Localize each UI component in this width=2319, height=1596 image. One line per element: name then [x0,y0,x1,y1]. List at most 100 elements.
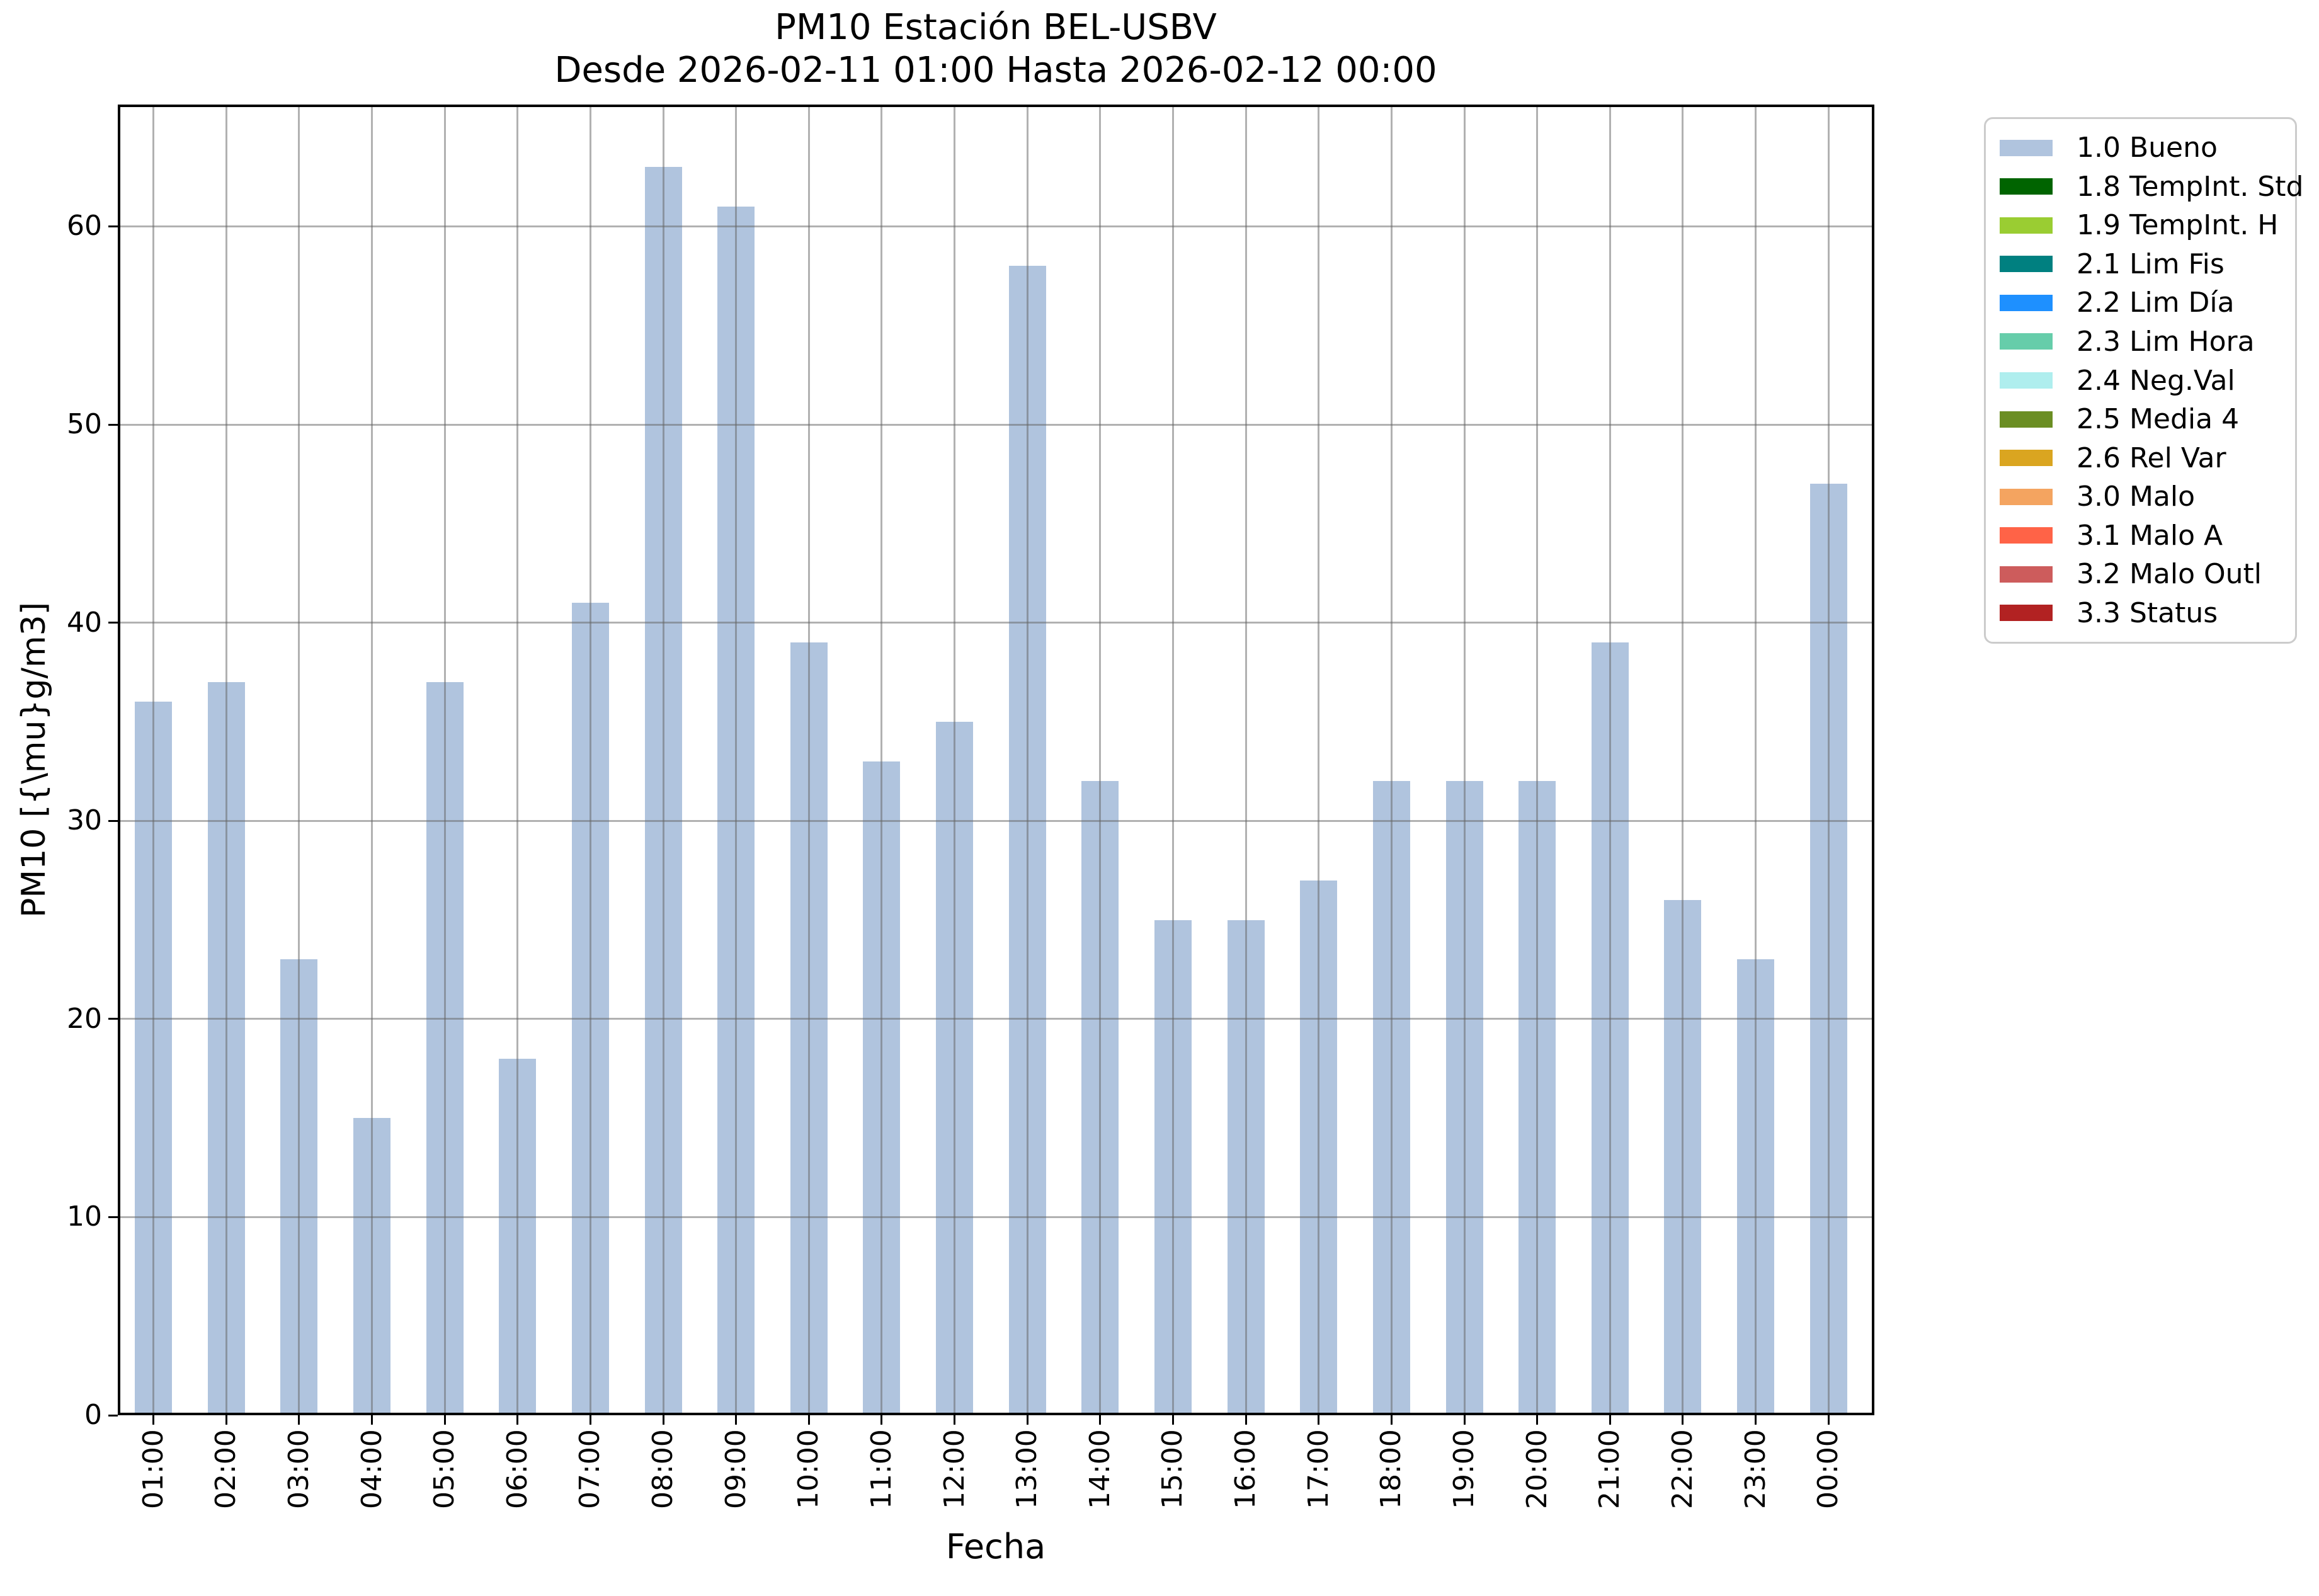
legend-item-11: 3.1 Malo A [1986,516,2295,555]
legend-label: 1.8 TempInt. Std [2077,170,2304,203]
legend-label: 2.1 Lim Fis [2077,248,2225,280]
chart-title: PM10 Estación BEL-USBV Desde 2026-02-11 … [240,6,1752,92]
legend-swatch-icon [2000,527,2053,544]
x-tick-label: 08:00 [647,1429,680,1509]
y-tick [108,225,118,227]
v-gridline [1026,105,1028,1415]
x-tick-label: 07:00 [574,1429,607,1509]
v-gridline [662,105,664,1415]
legend-swatch-icon [2000,411,2053,428]
x-tick-label: 18:00 [1375,1429,1408,1509]
x-tick [1099,1415,1102,1425]
v-gridline [1463,105,1466,1415]
x-tick [954,1415,956,1425]
y-tick-label: 60 [67,210,102,242]
legend-item-9: 2.6 Rel Var [1986,438,2295,477]
legend-swatch-icon [2000,488,2053,505]
legend-label: 3.3 Status [2077,596,2218,629]
y-tick [108,622,118,624]
x-tick [1755,1415,1757,1425]
legend-item-3: 1.9 TempInt. H [1986,206,2295,245]
x-tick [880,1415,883,1425]
v-gridline [1318,105,1320,1415]
h-gridline [118,423,1874,426]
x-tick-label: 17:00 [1302,1429,1335,1509]
legend-label: 2.3 Lim Hora [2077,325,2255,358]
v-gridline [1682,105,1684,1415]
x-tick [807,1415,810,1425]
legend-item-10: 3.0 Malo [1986,477,2295,516]
x-tick-label: 12:00 [938,1429,971,1509]
x-tick [1171,1415,1174,1425]
v-gridline [954,105,956,1415]
legend-label: 3.0 Malo [2077,481,2196,513]
v-gridline [1755,105,1757,1415]
legend-label: 3.2 Malo Outl [2077,558,2262,591]
legend-swatch-icon [2000,178,2053,195]
y-tick [108,1414,118,1416]
x-tick-label: 14:00 [1083,1429,1116,1509]
legend-swatch-icon [2000,217,2053,234]
x-tick-label: 04:00 [355,1429,388,1509]
legend-item-13: 3.3 Status [1986,593,2295,632]
x-tick-label: 15:00 [1156,1429,1189,1509]
x-tick [371,1415,373,1425]
x-tick-label: 03:00 [282,1429,315,1509]
chart-title-line2: Desde 2026-02-11 01:00 Hasta 2026-02-12 … [554,50,1437,91]
legend-swatch-icon [2000,450,2053,467]
legend-label: 3.1 Malo A [2077,519,2223,552]
y-axis-label: PM10 [{\mu}g/m3] [15,601,53,918]
legend-swatch-icon [2000,256,2053,273]
y-tick-label: 10 [67,1200,102,1233]
y-tick [108,423,118,426]
h-gridline [118,819,1874,822]
x-tick-label: 13:00 [1011,1429,1044,1509]
legend-item-7: 2.4 Neg.Val [1986,361,2295,400]
x-tick [589,1415,591,1425]
x-tick-label: 11:00 [865,1429,897,1509]
x-tick-label: 23:00 [1739,1429,1772,1509]
legend-swatch-icon [2000,333,2053,350]
x-tick-label: 21:00 [1593,1429,1626,1509]
legend: 1.0 Bueno 1.8 TempInt. Std 1.9 TempInt. H 2… [1984,117,2303,644]
x-tick [443,1415,446,1425]
y-tick [108,1018,118,1020]
v-gridline [152,105,155,1415]
h-gridline [118,1216,1874,1218]
x-tick [735,1415,738,1425]
x-tick-label: 19:00 [1448,1429,1480,1509]
x-axis-label: Fecha [945,1527,1046,1566]
legend-item-12: 3.2 Malo Outl [1986,555,2295,594]
x-tick-label: 05:00 [428,1429,461,1509]
legend-swatch-icon [2000,372,2053,389]
x-tick [516,1415,519,1425]
legend-item-5: 2.2 Lim Día [1986,283,2295,322]
x-tick [1318,1415,1320,1425]
v-gridline [1171,105,1174,1415]
x-tick [662,1415,664,1425]
y-tick [108,1216,118,1218]
chart-title-line1: PM10 Estación BEL-USBV [775,7,1217,48]
y-tick [108,819,118,822]
x-tick [1245,1415,1247,1425]
legend-swatch-icon [2000,139,2053,156]
y-tick-label: 50 [67,408,102,441]
y-tick-label: 40 [67,606,102,639]
h-gridline [118,1018,1874,1020]
x-tick-label: 10:00 [792,1429,825,1509]
legend-item-6: 2.3 Lim Hora [1986,322,2295,362]
v-gridline [807,105,810,1415]
v-gridline [225,105,227,1415]
v-gridline [1099,105,1102,1415]
v-gridline [298,105,300,1415]
x-tick-label: 01:00 [137,1429,169,1509]
legend-item-1: 1.0 Bueno [1986,128,2295,168]
v-gridline [1536,105,1539,1415]
legend-item-4: 2.1 Lim Fis [1986,245,2295,284]
x-tick-label: 20:00 [1520,1429,1553,1509]
v-gridline [443,105,446,1415]
x-tick-label: 06:00 [501,1429,533,1509]
x-tick-label: 02:00 [210,1429,242,1509]
y-tick-label: 20 [67,1002,102,1035]
